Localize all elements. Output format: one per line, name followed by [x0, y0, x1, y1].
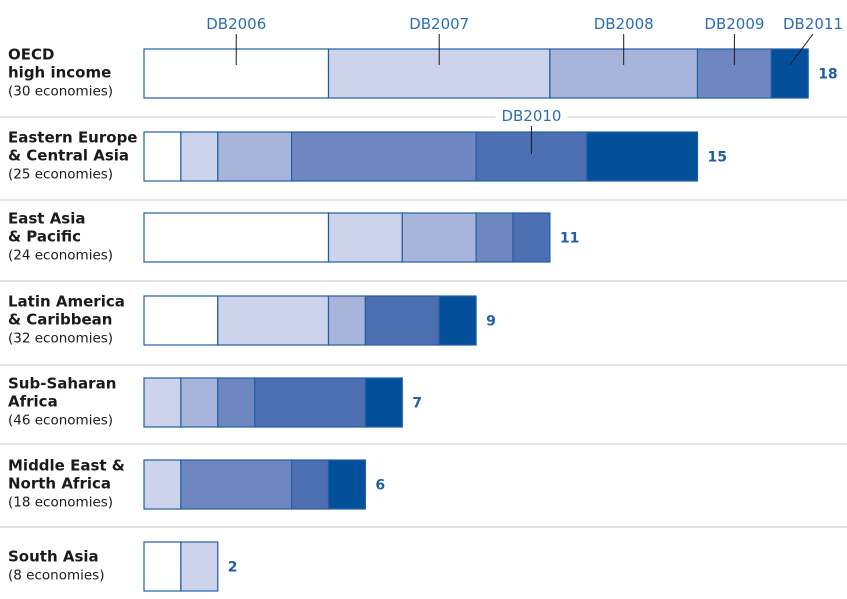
bar-segment-db2006	[143, 212, 330, 263]
category-label: Sub-Saharan Africa (46 economies)	[8, 375, 116, 429]
economies-count: (24 economies)	[8, 248, 113, 264]
series-annotation-label: DB2009	[704, 15, 764, 33]
category-labels: OECD high income (30 economies) Eastern Eur…	[8, 46, 137, 584]
bar-segment-db2011	[364, 377, 403, 428]
bars	[143, 48, 809, 592]
bar-segment-db2008	[327, 295, 367, 346]
bar-segment-db2009	[180, 459, 293, 510]
bar-segment-db2007	[180, 541, 219, 592]
category-label: East Asia & Pacific (24 economies)	[8, 210, 113, 264]
category-name-line: East Asia	[8, 210, 86, 228]
total-label: 7	[412, 396, 422, 412]
annotation-background	[495, 106, 568, 126]
series-annotation-label: DB2011	[783, 15, 843, 33]
bar-segment-db2010	[512, 212, 551, 263]
bar-segment-db2007	[327, 212, 403, 263]
total-label: 6	[375, 478, 385, 494]
bar-segment-db2010	[364, 295, 440, 346]
category-name-line: & Central Asia	[8, 147, 129, 165]
bar-segment-db2011	[438, 295, 477, 346]
bar-segment-db2007	[217, 295, 330, 346]
total-label: 15	[708, 150, 727, 166]
annotation-leader-line	[789, 33, 814, 66]
bar-segment-db2010	[291, 459, 330, 510]
category-name-line: North Africa	[8, 475, 111, 493]
economies-count: (46 economies)	[8, 413, 113, 429]
series-annotation-label: DB2007	[409, 15, 469, 33]
bar-segment-db2009	[475, 212, 514, 263]
bar-segment-db2006	[143, 295, 219, 346]
bar-segment-db2009	[291, 131, 477, 182]
category-name-line: Sub-Saharan	[8, 375, 116, 393]
bar-segment-db2007	[143, 459, 182, 510]
economies-count: (8 economies)	[8, 568, 104, 584]
category-name-line: OECD	[8, 46, 54, 64]
category-name-line: & Caribbean	[8, 311, 112, 329]
total-labels: 18 15 11 9 7 6 2	[228, 67, 838, 576]
category-name-line: South Asia	[8, 548, 99, 566]
bar-segment-db2011	[770, 48, 809, 99]
bar-segment-db2009	[217, 377, 256, 428]
bar-segment-db2008	[217, 131, 293, 182]
category-name-line: & Pacific	[8, 228, 81, 246]
category-name-line: Middle East &	[8, 457, 125, 475]
category-name-line: Eastern Europe	[8, 129, 137, 147]
total-label: 9	[486, 314, 496, 330]
bar-segment-db2011	[586, 131, 699, 182]
bar-segment-db2007	[180, 131, 219, 182]
category-label: South Asia (8 economies)	[8, 548, 104, 584]
category-label: OECD high income (30 economies)	[8, 46, 113, 100]
total-label: 2	[228, 560, 238, 576]
bar-segment-db2011	[327, 459, 367, 510]
category-name-line: Latin America	[8, 293, 125, 311]
economies-count: (25 economies)	[8, 167, 113, 183]
bar-segment-db2007	[143, 377, 182, 428]
row-separators	[0, 116, 847, 528]
bar-segment-db2010	[254, 377, 366, 428]
category-label: Latin America & Caribbean (32 economies)	[8, 293, 125, 347]
category-label: Middle East & North Africa (18 economies)	[8, 457, 125, 511]
total-label: 11	[560, 231, 579, 247]
bar-segment-db2006	[143, 131, 182, 182]
bar-segment-db2008	[180, 377, 219, 428]
bar-segment-db2006	[143, 541, 182, 592]
category-name-line: high income	[8, 64, 111, 82]
category-label: Eastern Europe & Central Asia (25 economie…	[8, 129, 137, 183]
economies-count: (32 economies)	[8, 331, 113, 347]
series-annotations: DB2006 DB2007 DB2008 DB2009 DB2011 DB2010	[206, 15, 843, 154]
category-name-line: Africa	[8, 393, 58, 411]
series-annotation-label: DB2006	[206, 15, 266, 33]
economies-count: (18 economies)	[8, 495, 113, 511]
total-label: 18	[818, 67, 837, 83]
bar-segment-db2008	[401, 212, 477, 263]
economies-count: (30 economies)	[8, 84, 113, 100]
series-annotation-label: DB2010	[501, 107, 561, 125]
series-annotation-label: DB2008	[594, 15, 654, 33]
